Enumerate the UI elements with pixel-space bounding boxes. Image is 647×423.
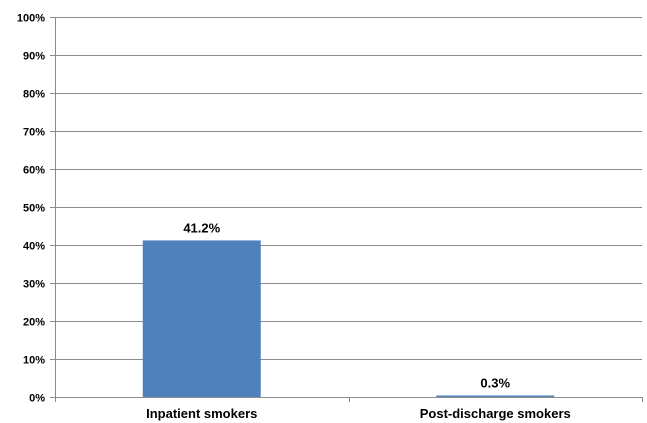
axes (50, 17, 643, 402)
data-label: 0.3% (480, 376, 510, 391)
data-label: 41.2% (183, 220, 220, 235)
y-tick-label: 50% (23, 203, 45, 215)
bars (142, 240, 555, 397)
x-axis-tick-labels: Inpatient smokers Post-discharge smokers (146, 406, 571, 421)
y-tick-label: 20% (23, 317, 45, 329)
y-tick-label: 80% (23, 89, 45, 101)
bar (436, 395, 555, 397)
y-tick-label: 90% (23, 51, 45, 63)
data-labels: 41.2% 0.3% (183, 220, 510, 390)
y-tick-label: 70% (23, 127, 45, 139)
x-tick-label: Inpatient smokers (146, 406, 257, 421)
y-tick-label: 30% (23, 279, 45, 291)
bar (142, 240, 261, 397)
x-tick-label: Post-discharge smokers (420, 406, 571, 421)
y-tick-label: 60% (23, 165, 45, 177)
y-tick-label: 100% (17, 13, 45, 25)
y-tick-label: 40% (23, 241, 45, 253)
y-tick-label: 0% (29, 393, 45, 405)
y-axis-tick-labels: 0% 10% 20% 30% 40% 50% 60% 70% 80% 90% 100% (17, 13, 45, 405)
y-tick-label: 10% (23, 355, 45, 367)
